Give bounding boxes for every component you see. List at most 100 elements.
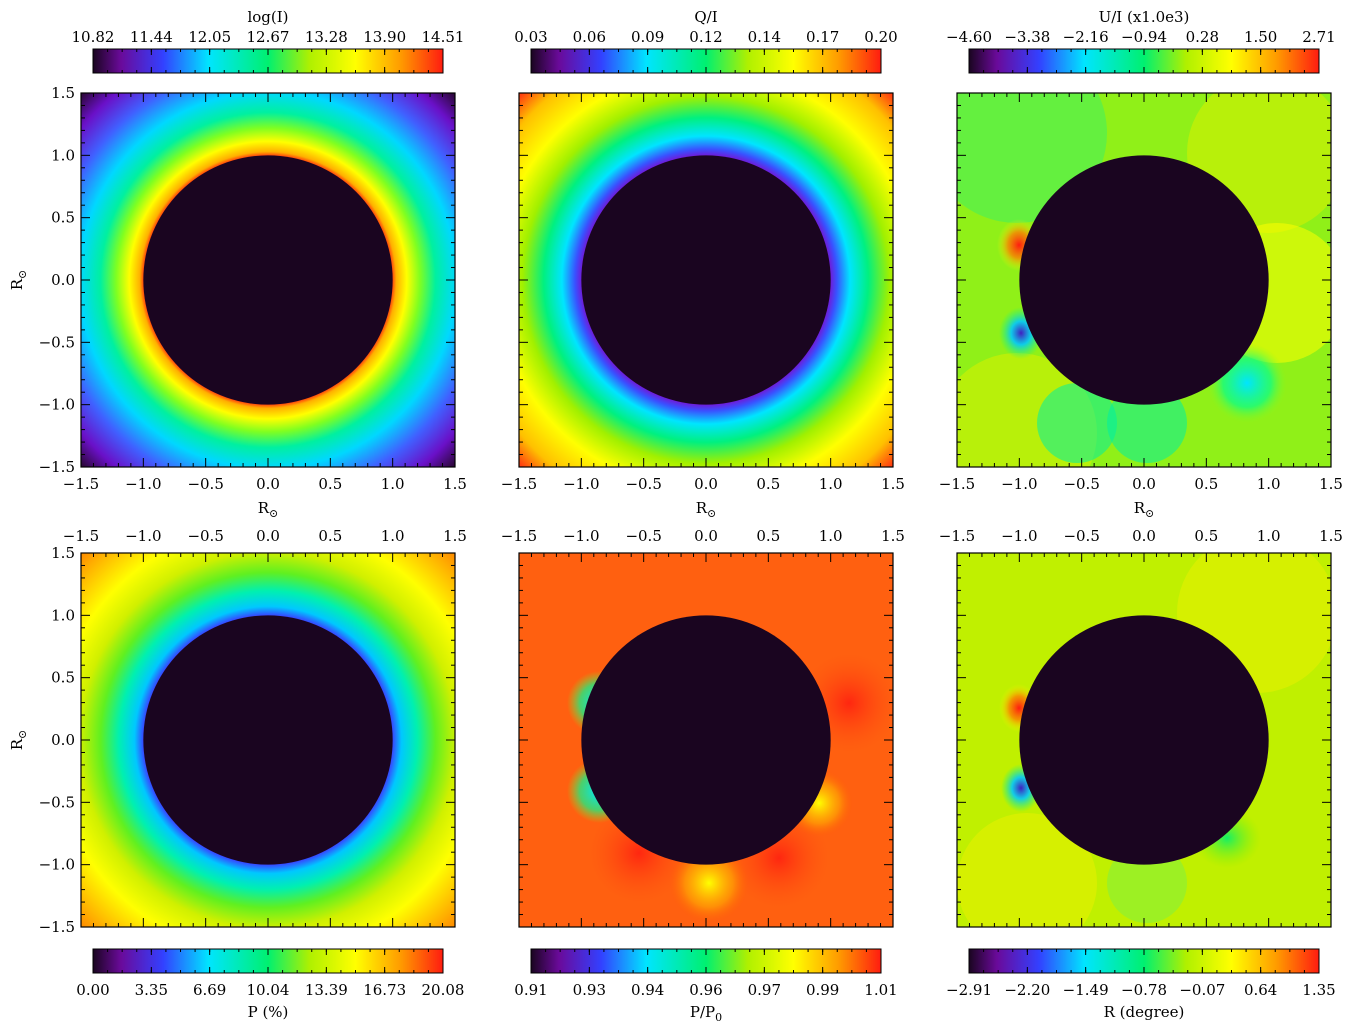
x-tick-label: −1.0: [563, 475, 599, 493]
tick-marks: [518, 92, 894, 468]
colorbar-tick-label: 0.14: [748, 28, 781, 46]
x-tick-label: 0.0: [256, 475, 280, 493]
x-axis-label: R⊙: [258, 499, 279, 520]
colorbar-tick-label: 0.64: [1244, 981, 1277, 999]
occulting-disk: [143, 155, 393, 405]
y-tick-label: 0.5: [51, 209, 75, 227]
colorbar-tick-label: 0.94: [631, 981, 664, 999]
colorbar: 0.91 0.93 0.94 0.96 0.97 0.99 1.01 P/P0: [514, 948, 898, 1024]
colorbar-tick-label: 0.00: [76, 981, 109, 999]
y-tick-label: −1.0: [39, 856, 75, 874]
heatmap-1: [519, 93, 893, 467]
y-tick-label: 0.0: [51, 271, 75, 289]
occulting-disk: [1019, 155, 1269, 405]
x-tick-label: 1.5: [881, 527, 905, 545]
colorbar-tick-label: −1.49: [1063, 981, 1109, 999]
colorbar-title: U/I (x1.0e3): [1099, 8, 1190, 26]
colorbar-tick-label: 0.03: [514, 28, 547, 46]
tick-marks: [956, 92, 1332, 468]
x-tick-label: 1.0: [381, 475, 405, 493]
colorbar-tick-label: 11.44: [130, 28, 173, 46]
colorbar: 10.82 11.44 12.05 12.67 13.28 13.90 14.51 log(I…: [72, 8, 465, 74]
y-tick-label: 0.5: [51, 669, 75, 687]
colorbar-title: Q/I: [694, 8, 717, 26]
occulting-disk: [581, 615, 831, 865]
y-tick-label: 0.0: [51, 731, 75, 749]
colorbar-tick-label: 10.04: [247, 981, 290, 999]
x-tick-label: 0.5: [318, 475, 342, 493]
x-tick-label: 0.5: [756, 475, 780, 493]
panel-5: −1.5 −1.0 −0.5 0.0 0.5 1.0 1.5−2.91 −2.20 −1.49−…: [939, 527, 1343, 1021]
y-tick-label: −1.5: [39, 458, 75, 476]
panel-0: −1.5 −1.0 −0.5 0.0 0.5 1.0 1.5 R⊙ 1.5 1.0 0.5 0.0 −0…: [8, 8, 467, 520]
colorbar-tick-label: 0.91: [514, 981, 547, 999]
y-tick-label: 1.5: [51, 84, 75, 102]
x-tick-label: −1.0: [563, 527, 599, 545]
x-tick-label: 1.5: [443, 527, 467, 545]
x-tick-label: 1.0: [819, 475, 843, 493]
colorbar-tick-label: 16.73: [363, 981, 406, 999]
x-tick-label: 0.5: [1194, 475, 1218, 493]
colorbar-tick-label: 0.96: [689, 981, 722, 999]
x-tick-label: 0.5: [1194, 527, 1218, 545]
x-tick-label: 1.0: [381, 527, 405, 545]
colorbar-tick-label: 10.82: [72, 28, 115, 46]
x-tick-label: 1.5: [1319, 527, 1343, 545]
x-tick-label: −1.5: [501, 475, 537, 493]
x-tick-label: 0.0: [256, 527, 280, 545]
x-tick-label: −0.5: [1063, 527, 1099, 545]
colorbar: 0.00 3.35 6.69 10.04 13.39 16.73 20.08 P (%): [76, 948, 465, 1021]
heatmap-5: [957, 553, 1331, 927]
x-axis-label: R⊙: [1134, 499, 1155, 520]
colorbar-tick-label: 1.35: [1302, 981, 1335, 999]
x-tick-label: 0.5: [318, 527, 342, 545]
x-tick-label: 0.0: [1132, 475, 1156, 493]
colorbar-tick-label: 3.35: [135, 981, 168, 999]
colorbar-title: P (%): [248, 1003, 289, 1021]
panel-3: −1.5 −1.0 −0.5 0.0 0.5 1.0 1.5 1.5 1.0 0.5 0.0 −0.5…: [8, 527, 467, 1021]
x-tick-label: 0.0: [1132, 527, 1156, 545]
x-tick-label: −0.5: [625, 475, 661, 493]
colorbar-tick-label: 0.28: [1186, 28, 1219, 46]
x-tick-label: 1.5: [443, 475, 467, 493]
colorbar-tick-label: 13.28: [305, 28, 348, 46]
x-tick-label: 1.0: [819, 527, 843, 545]
colorbar-title: log(I): [247, 8, 288, 26]
x-tick-label: −1.5: [939, 475, 975, 493]
tick-marks: [518, 552, 894, 928]
tick-marks: [80, 92, 456, 468]
y-tick-label: −0.5: [39, 333, 75, 351]
x-tick-label: 0.0: [694, 527, 718, 545]
x-tick-label: −1.0: [1001, 475, 1037, 493]
occulting-disk: [581, 155, 831, 405]
colorbar-tick-label: 0.17: [806, 28, 839, 46]
colorbar-tick-label: −0.78: [1121, 981, 1167, 999]
y-tick-label: −0.5: [39, 793, 75, 811]
heatmap-3: [81, 553, 455, 927]
colorbar-tick-label: 0.20: [864, 28, 897, 46]
colorbar-tick-label: −3.38: [1004, 28, 1050, 46]
occulting-disk: [143, 615, 393, 865]
y-axis-label: R⊙: [8, 730, 29, 751]
panel-2: −1.5 −1.0 −0.5 0.0 0.5 1.0 1.5 R⊙ −4.60 −3.38 −2.1…: [939, 8, 1343, 520]
colorbar: −4.60 −3.38 −2.16 −0.94 0.28 1.50 2.71 U/I (x1.…: [946, 8, 1336, 74]
colorbar-tick-label: −2.20: [1004, 981, 1050, 999]
colorbar-tick-label: 20.08: [422, 981, 465, 999]
x-tick-label: 1.5: [1319, 475, 1343, 493]
heatmap-4: [519, 553, 893, 927]
x-tick-label: −0.5: [187, 527, 223, 545]
heatmap-2: [957, 93, 1331, 467]
colorbar-tick-label: 1.01: [864, 981, 897, 999]
colorbar-tick-label: 1.50: [1244, 28, 1277, 46]
colorbar: 0.03 0.06 0.09 0.12 0.14 0.17 0.20 Q/I: [514, 8, 898, 74]
colorbar-tick-label: 2.71: [1302, 28, 1335, 46]
colorbar-tick-label: 14.51: [422, 28, 465, 46]
x-tick-label: −0.5: [625, 527, 661, 545]
y-tick-label: 1.0: [51, 606, 75, 624]
y-axis-label: R⊙: [8, 270, 29, 291]
colorbar-title: R (degree): [1104, 1003, 1185, 1021]
colorbar: −2.91 −2.20 −1.49 −0.78 −0.07 0.64 1.35 R (degr…: [946, 948, 1336, 1021]
y-tick-label: 1.0: [51, 146, 75, 164]
x-tick-label: −0.5: [1063, 475, 1099, 493]
